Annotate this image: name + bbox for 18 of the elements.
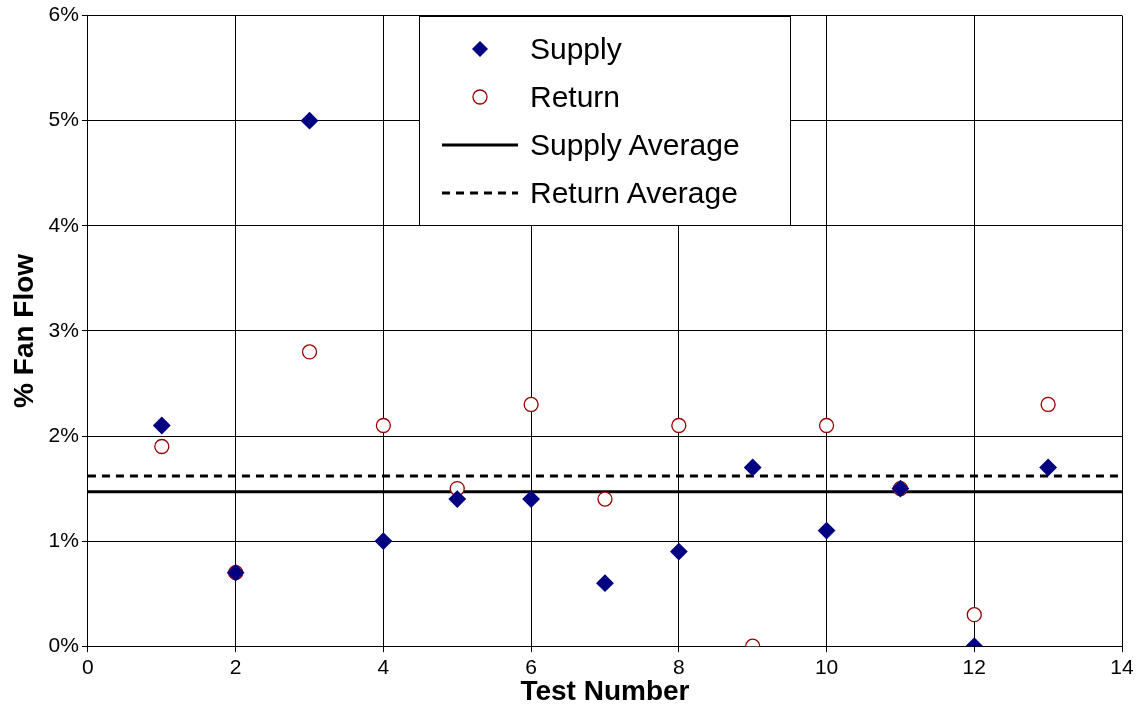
x-tick-label: 0: [82, 654, 94, 678]
x-tick-label: 2: [229, 654, 242, 678]
legend-label: Return: [529, 78, 621, 115]
y-tick-label: 0%: [48, 633, 79, 656]
legend-label: Supply Average: [529, 126, 740, 163]
y-tick-label: 1%: [48, 527, 79, 551]
legend-label: Return Average: [529, 174, 738, 211]
x-tick-label: 4: [377, 654, 390, 678]
y-axis-title: % Fan Flow: [7, 253, 39, 408]
y-tick-label: 5%: [48, 107, 79, 131]
y-tick-label: 2%: [48, 422, 79, 446]
y-tick-label: 6%: [48, 2, 79, 26]
y-tick-label: 4%: [48, 212, 79, 236]
x-tick-label: 14: [1110, 654, 1134, 678]
x-tick-label: 10: [814, 654, 839, 678]
legend-label: Supply: [529, 30, 622, 67]
x-tick-label: 12: [962, 654, 986, 678]
y-tick-label: 3%: [48, 317, 79, 341]
